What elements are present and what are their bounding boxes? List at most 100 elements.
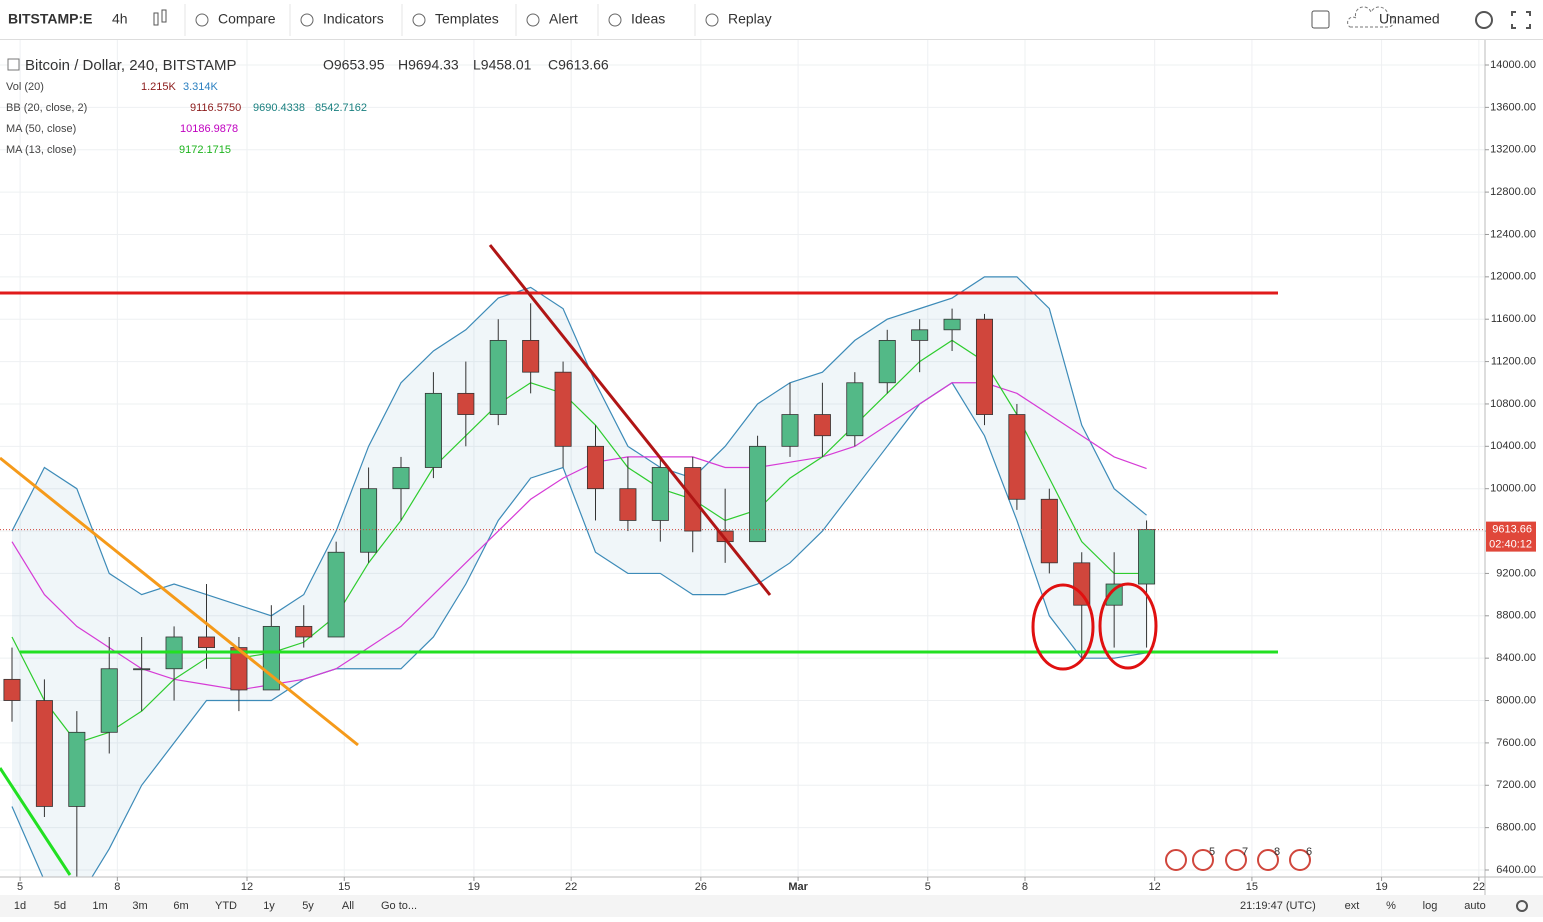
candle-body <box>522 339 540 373</box>
candle-body <box>133 668 151 671</box>
toolbar-button[interactable]: Indicators <box>323 11 384 27</box>
scale-option[interactable]: % <box>1386 900 1396 912</box>
event-icon[interactable] <box>1192 849 1214 871</box>
toolbar-icon <box>195 13 209 27</box>
chart-style-icon[interactable] <box>153 9 167 26</box>
highlight-circle[interactable] <box>1098 582 1158 670</box>
ohlc-value: C9613.66 <box>548 57 609 73</box>
candle-body <box>3 678 21 701</box>
event-icon[interactable] <box>1289 849 1311 871</box>
y-tick-label: 12000.00 <box>1490 271 1536 283</box>
legend-name: MA (13, close) <box>6 144 76 156</box>
y-tick-label: 12400.00 <box>1490 228 1536 240</box>
collapse-icon[interactable] <box>7 58 20 71</box>
layout-icon[interactable] <box>1311 10 1330 29</box>
scale-option[interactable]: auto <box>1464 900 1485 912</box>
price-tag-label: 9613.66 <box>1492 524 1532 536</box>
event-icon[interactable] <box>1257 849 1279 871</box>
plot <box>0 276 1485 877</box>
clock: 21:19:47 (UTC) <box>1240 900 1316 912</box>
goto-button[interactable]: Go to... <box>381 900 417 912</box>
cloud-icon <box>1347 6 1395 28</box>
trend-line[interactable] <box>0 456 359 747</box>
candle-body <box>68 731 86 807</box>
toolbar-buttons: Compare Indicators Templates Alert Ideas Repl… <box>184 4 772 36</box>
y-tick-label: 7200.00 <box>1496 779 1536 791</box>
range-button[interactable]: YTD <box>215 900 237 912</box>
x-tick-label: 12 <box>1149 881 1161 893</box>
y-tick-label: 8800.00 <box>1496 610 1536 622</box>
toolbar-icon <box>608 13 622 27</box>
candle-body <box>846 382 864 437</box>
candle-body <box>230 647 248 691</box>
event-count: 8 <box>1274 846 1280 858</box>
x-tick-label: 8 <box>1022 881 1028 893</box>
candle-body <box>1040 498 1058 564</box>
legend-title: Bitcoin / Dollar, 240, BITSTAMP <box>25 57 236 74</box>
range-button[interactable]: 1m <box>92 900 107 912</box>
range-button[interactable]: 3m <box>132 900 147 912</box>
candle-body <box>197 636 215 648</box>
x-tick-label: 15 <box>338 881 350 893</box>
scale-option[interactable]: log <box>1423 900 1438 912</box>
legend-value: 10186.9878 <box>180 123 238 135</box>
candle-body <box>878 339 896 384</box>
event-icon[interactable] <box>1165 849 1187 871</box>
x-tick-label: 5 <box>17 881 23 893</box>
toolbar-button[interactable]: Replay <box>728 11 772 27</box>
y-tick-label: 9200.00 <box>1496 567 1536 579</box>
candle-body <box>554 371 572 447</box>
legend-value: 9690.4338 <box>253 102 305 114</box>
candle-body <box>943 318 961 331</box>
bb-lower <box>11 381 1147 877</box>
symbol[interactable]: BITSTAMP:E <box>8 11 93 27</box>
highlight-circle[interactable] <box>1031 583 1095 671</box>
candle-body <box>457 392 475 415</box>
x-tick-label: 19 <box>1375 881 1387 893</box>
fullscreen-icon[interactable] <box>1511 11 1531 29</box>
event-icon[interactable] <box>1225 849 1247 871</box>
candle-body <box>1138 529 1156 585</box>
toolbar-button[interactable]: Compare <box>218 11 276 27</box>
countdown-label: 02:40:12 <box>1489 539 1532 551</box>
interval[interactable]: 4h <box>112 11 128 27</box>
layout-name[interactable]: Unnamed <box>1379 11 1440 27</box>
event-count: 5 <box>1209 846 1215 858</box>
candle-body <box>1073 562 1091 606</box>
candle-body <box>651 467 669 521</box>
candle-body <box>100 668 118 733</box>
y-tick-label: 10400.00 <box>1490 440 1536 452</box>
range-button[interactable]: 1d <box>14 900 26 912</box>
candle-body <box>716 530 734 543</box>
y-tick-label: 13200.00 <box>1490 144 1536 156</box>
range-button[interactable]: All <box>342 900 354 912</box>
range-button[interactable]: 6m <box>173 900 188 912</box>
toolbar-icon <box>300 13 314 27</box>
price-tag <box>1486 521 1536 552</box>
moving-average <box>11 339 1147 744</box>
range-button[interactable]: 5y <box>302 900 314 912</box>
y-tick-label: 6800.00 <box>1496 822 1536 834</box>
ohlc-value: H9694.33 <box>398 57 459 73</box>
toolbar-icon <box>412 13 426 27</box>
legend-value: 1.215K <box>141 81 177 93</box>
toolbar-button[interactable]: Templates <box>435 11 499 27</box>
toolbar-button[interactable]: Ideas <box>631 11 665 27</box>
trend-line[interactable] <box>0 767 72 876</box>
y-tick-label: 6400.00 <box>1496 864 1536 876</box>
settings-icon[interactable] <box>1475 11 1493 29</box>
candle-body <box>489 339 507 415</box>
legend-name: MA (50, close) <box>6 123 76 135</box>
range-button[interactable]: 1y <box>263 900 275 912</box>
range-button[interactable]: 5d <box>54 900 66 912</box>
ohlc-value: O9653.95 <box>323 57 385 73</box>
trend-line[interactable] <box>488 244 772 596</box>
toolbar-button[interactable]: Alert <box>549 11 578 27</box>
candle-body <box>749 445 767 543</box>
events: 5 7 8 6 <box>1165 846 1312 871</box>
axes: 6400.00 6800.00 7200.00 7600.00 8000.00 8400.… <box>0 40 1543 895</box>
settings-icon[interactable] <box>1516 900 1528 912</box>
toolbar-icon <box>526 13 540 27</box>
candle-body <box>586 445 604 490</box>
scale-option[interactable]: ext <box>1345 900 1360 912</box>
